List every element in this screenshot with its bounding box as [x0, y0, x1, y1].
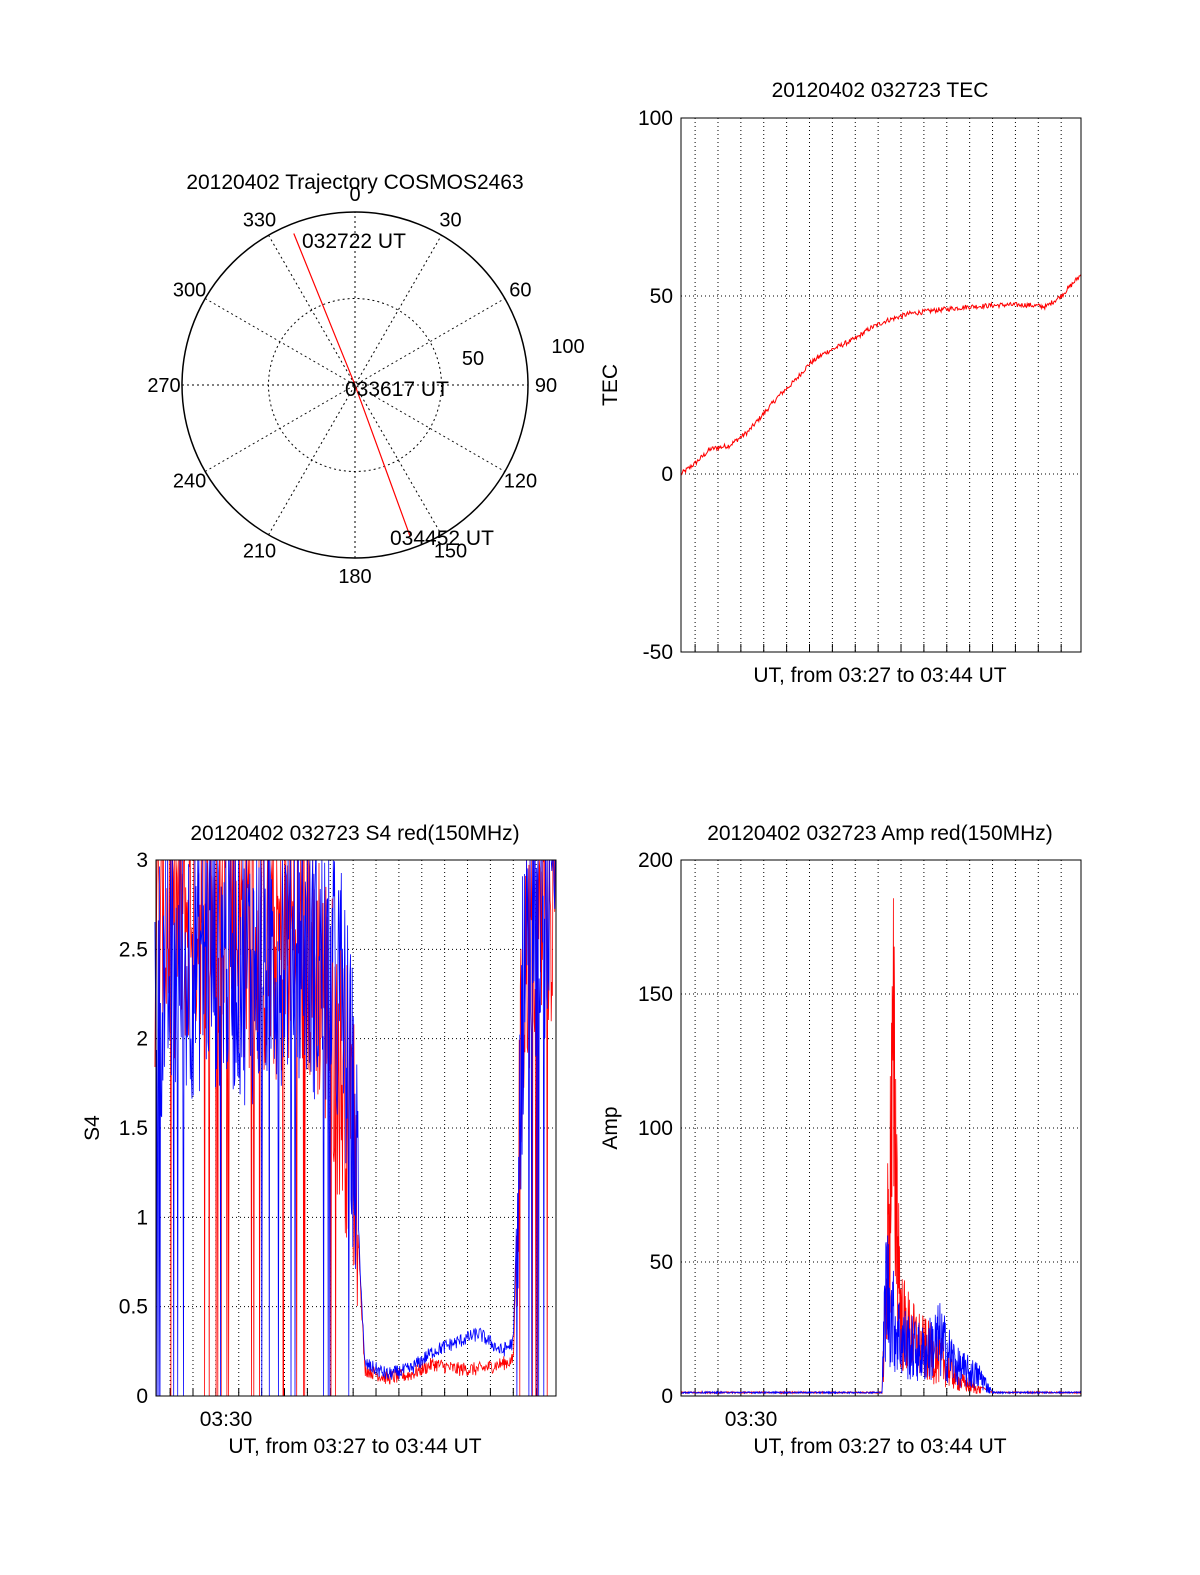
amp-xtick-0330: 03:30 — [725, 1408, 778, 1431]
amp-ytick-label: 0 — [661, 1385, 673, 1408]
amp-title: 20120402 032723 Amp red(150MHz) — [707, 822, 1053, 845]
tec-ytick-label: 100 — [638, 107, 673, 130]
polar-azimuth-label: 90 — [535, 375, 557, 397]
amp-series-line — [680, 1235, 1082, 1395]
tec-ylabel: TEC — [599, 364, 622, 406]
polar-series — [293, 233, 411, 537]
tec-xlabel: UT, from 03:27 to 03:44 UT — [753, 664, 1006, 687]
polar-azimuth-label: 240 — [173, 471, 206, 493]
s4-ytick-label: 0.5 — [119, 1296, 148, 1319]
polar-azimuth-label: 180 — [338, 566, 371, 588]
s4-ytick-label: 1.5 — [119, 1117, 148, 1140]
tec-ytick-label: 50 — [650, 285, 673, 308]
s4-series — [154, 859, 556, 1397]
polar-azimuth-label: 150 — [434, 540, 467, 562]
s4-plot: 20120402 032723 S4 red(150MHz) 3 2.5 2 1.5 1… — [81, 822, 557, 1458]
amp-ytick-label: 200 — [638, 849, 673, 872]
s4-xlabel: UT, from 03:27 to 03:44 UT — [228, 1435, 481, 1458]
polar-azimuth-label: 30 — [439, 210, 461, 232]
s4-y-tick-labels: 3 2.5 2 1.5 1 0.5 0 — [119, 849, 148, 1408]
polar-azimuth-label: 300 — [173, 280, 206, 302]
tec-ytick-label: -50 — [643, 641, 673, 664]
tec-ytick-label: 0 — [661, 463, 673, 486]
polar-azimuth-label: 330 — [243, 210, 276, 232]
s4-ytick-label: 2.5 — [119, 938, 148, 961]
polar-trajectory-line — [293, 233, 411, 537]
s4-ytick-label: 3 — [136, 849, 148, 872]
s4-xtick-0330: 03:30 — [200, 1408, 253, 1431]
s4-ytick-label: 2 — [136, 1028, 148, 1051]
polar-radial-label-100: 100 — [551, 336, 584, 358]
tec-series-line — [680, 274, 1082, 476]
s4-series-line — [154, 859, 556, 1397]
s4-ylabel: S4 — [81, 1115, 104, 1141]
amp-grid — [681, 859, 1081, 1397]
tec-y-tick-labels: 100 50 0 -50 — [638, 107, 673, 664]
s4-series-line — [154, 859, 556, 1397]
trajectory-polar-plot: 20120402 Trajectory COSMOS2463 0 30 60 90 12… — [147, 171, 584, 588]
tec-frame — [680, 117, 1082, 653]
tec-series — [680, 274, 1082, 476]
s4-ytick-label: 1 — [136, 1206, 148, 1229]
amp-ytick-label: 100 — [638, 1117, 673, 1140]
amp-ylabel: Amp — [599, 1106, 622, 1149]
polar-azimuth-label: 60 — [509, 280, 531, 302]
amp-y-tick-labels: 200 150 100 50 0 — [638, 849, 673, 1408]
polar-annotation-middle: 033617 UT — [345, 378, 449, 401]
amp-ytick-label: 150 — [638, 983, 673, 1006]
amp-ytick-label: 50 — [650, 1251, 673, 1274]
tec-grid — [681, 117, 1081, 653]
s4-title: 20120402 032723 S4 red(150MHz) — [190, 822, 519, 845]
polar-radial-label-50: 50 — [462, 348, 484, 370]
tec-plot: 20120402 032723 TEC 100 50 0 -50 TEC UT, fr… — [599, 79, 1082, 687]
polar-azimuth-label: 120 — [504, 471, 537, 493]
amp-xlabel: UT, from 03:27 to 03:44 UT — [753, 1435, 1006, 1458]
tec-title: 20120402 032723 TEC — [772, 79, 989, 102]
polar-annotation-end: 034452 UT — [390, 527, 494, 550]
polar-azimuth-label: 270 — [147, 375, 180, 397]
amp-plot: 20120402 032723 Amp red(150MHz) 200 150 10… — [599, 822, 1082, 1458]
polar-title: 20120402 Trajectory COSMOS2463 — [186, 171, 523, 194]
s4-ytick-label: 0 — [136, 1385, 148, 1408]
polar-annotation-start: 032722 UT — [302, 230, 406, 253]
polar-azimuth-labels: 0 30 60 90 120 150 180 210 240 270 300 330 — [147, 184, 557, 588]
s4-frame — [155, 859, 557, 1397]
polar-azimuth-label: 210 — [243, 540, 276, 562]
polar-grid — [181, 211, 529, 559]
amp-frame — [680, 859, 1082, 1397]
amp-series — [680, 898, 1082, 1395]
polar-azimuth-label: 0 — [349, 184, 360, 206]
